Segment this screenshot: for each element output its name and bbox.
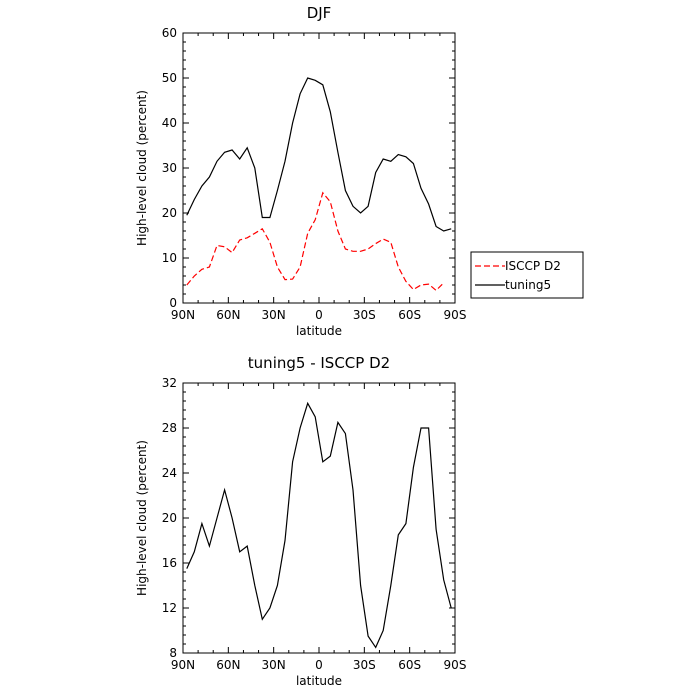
legend: ISCCP D2 tuning5 <box>470 251 584 299</box>
y-tick-label: 32 <box>162 376 177 390</box>
y-tick-label: 10 <box>162 251 177 265</box>
x-tick-label: 90S <box>444 658 467 672</box>
x-tick-label: 0 <box>315 308 323 322</box>
series-line <box>186 191 445 292</box>
y-tick-label: 16 <box>162 556 177 570</box>
x-tick-label: 0 <box>315 658 323 672</box>
x-tick-label: 60S <box>398 308 421 322</box>
x-axis-label: latitude <box>296 324 342 338</box>
x-tick-label: 60S <box>398 658 421 672</box>
x-tick-label: 30S <box>353 308 376 322</box>
y-tick-label: 0 <box>169 296 177 310</box>
legend-label: tuning5 <box>505 278 551 292</box>
x-tick-label: 90S <box>444 308 467 322</box>
x-tick-label: 60N <box>216 658 240 672</box>
x-tick-label: 90N <box>171 308 195 322</box>
panel-djf: 90N 60N 30N 0 30S 60S 90S 0 10 20 30 40 50 60 DJF latit… <box>135 4 584 338</box>
y-tick-label: 40 <box>162 116 177 130</box>
panel-difference: 90N 60N 30N 0 30S 60S 90S 8 12 16 20 24 28 32 tuning5 … <box>135 354 466 688</box>
y-tick-label: 24 <box>162 466 177 480</box>
y-tick-label: 8 <box>169 646 177 660</box>
legend-box <box>470 251 584 299</box>
legend-label: ISCCP D2 <box>505 259 561 273</box>
x-tick-label: 90N <box>171 658 195 672</box>
y-tick-label: 30 <box>162 161 177 175</box>
y-axis-label: High-level cloud (percent) <box>135 440 149 596</box>
x-tick-label: 30N <box>262 658 286 672</box>
chart-title: DJF <box>307 4 332 22</box>
y-tick-label: 20 <box>162 511 177 525</box>
y-tick-label: 12 <box>162 601 177 615</box>
x-tick-label: 60N <box>216 308 240 322</box>
plot-frame <box>182 382 456 654</box>
y-tick-label: 28 <box>162 421 177 435</box>
y-tick-label: 60 <box>162 26 177 40</box>
y-tick-label: 20 <box>162 206 177 220</box>
chart-title: tuning5 - ISCCP D2 <box>248 354 390 372</box>
series-line <box>186 401 452 649</box>
series-line <box>186 77 452 232</box>
x-tick-label: 30S <box>353 658 376 672</box>
y-tick-label: 50 <box>162 71 177 85</box>
y-axis-label: High-level cloud (percent) <box>135 90 149 246</box>
x-axis-label: latitude <box>296 674 342 688</box>
x-tick-label: 30N <box>262 308 286 322</box>
